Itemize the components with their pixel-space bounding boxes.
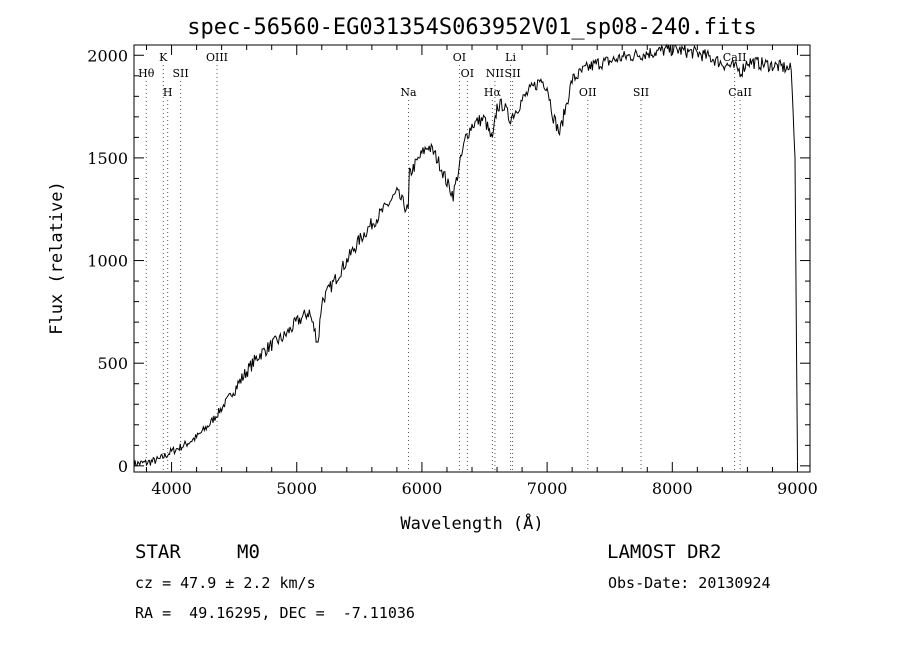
line-marker-label: SII [504, 67, 520, 80]
x-tick-label: 6000 [402, 479, 443, 498]
line-marker-label: Li [505, 51, 516, 64]
line-marker-label: Hθ [138, 67, 155, 80]
line-marker-label: Na [400, 86, 417, 99]
redshift-value: cz = 47.9 ± 2.2 km/s [135, 574, 316, 592]
y-tick-label: 1000 [87, 252, 128, 271]
x-axis: 4000 5000 6000 7000 8000 9000 [146, 45, 818, 498]
y-tick-label: 500 [97, 354, 128, 373]
line-marker-label: H [163, 86, 173, 99]
x-tick-label: 8000 [652, 479, 693, 498]
x-tick-label: 5000 [276, 479, 317, 498]
y-tick-label: 1500 [87, 149, 128, 168]
y-tick-label: 2000 [87, 46, 128, 65]
x-tick-label: 7000 [527, 479, 568, 498]
chart-title: spec-56560-EG031354S063952V01_sp08-240.f… [187, 15, 757, 40]
x-tick-label: 9000 [777, 479, 818, 498]
line-marker-label: CaII [728, 86, 752, 99]
line-marker-label: OI [453, 51, 466, 64]
object-class: STAR [135, 541, 181, 563]
line-marker-label: OI [461, 67, 474, 80]
coordinates: RA = 49.16295, DEC = -7.11036 [135, 604, 415, 622]
line-marker-label: SII [633, 86, 649, 99]
x-tick-label: 4000 [151, 479, 192, 498]
line-marker-label: CaII [723, 51, 747, 64]
y-tick-label: 0 [118, 457, 128, 476]
x-axis-title: Wavelength (Å) [400, 512, 543, 534]
plot-frame [133, 44, 811, 473]
line-marker-label: OIII [206, 51, 228, 64]
survey-name: LAMOST DR2 [607, 541, 722, 563]
y-axis-title: Flux (relative) [47, 181, 67, 335]
spectrum-series-line [133, 43, 798, 468]
observation-date: Obs-Date: 20130924 [608, 574, 771, 592]
line-marker-label: Hα [484, 86, 502, 99]
line-marker-label: SII [172, 67, 188, 80]
y-axis: 0 500 1000 1500 2000 [87, 46, 810, 476]
line-marker-label: K [159, 51, 168, 64]
line-marker-label: OII [579, 86, 597, 99]
line-marker-label: NII [486, 67, 504, 80]
spectral-subclass: M0 [237, 541, 260, 563]
